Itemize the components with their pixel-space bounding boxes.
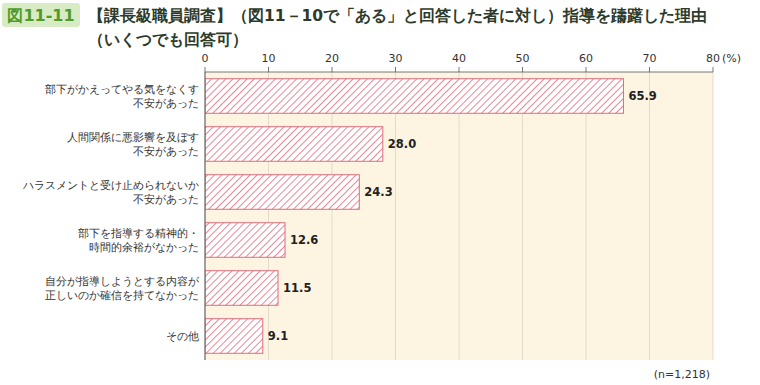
category-label: 部下がかえってやる気をなくす不安があった: [45, 83, 199, 110]
category-line: 人間関係に悪影響を及ぼす: [67, 131, 199, 144]
y-axis-line: [205, 72, 206, 360]
bar: [205, 79, 623, 114]
bars: [205, 79, 623, 354]
tick-label: 20: [325, 52, 339, 65]
note: (n=1,218): [654, 368, 710, 381]
category-label: ハラスメントと受け止められないか不安があった: [22, 179, 199, 206]
grid-line: [332, 72, 333, 360]
grid-line: [713, 72, 714, 360]
category-label: 部下を指導する精神的・時間的余裕がなかった: [78, 227, 199, 254]
figure-badge: [2, 3, 80, 27]
tick-label: 30: [389, 52, 403, 65]
chart-container: 図11-11 【課長級職員調査】（図11－10で「ある」と回答した者に対し）指導を…: [0, 0, 760, 385]
category-line: 正しいのか確信を持てなかった: [45, 289, 199, 302]
tick-label: 80: [706, 52, 720, 65]
bar: [205, 271, 278, 306]
category-line: 自分が指導しようとする内容が: [45, 275, 200, 288]
tick-label: 60: [579, 52, 593, 65]
tick-label: 10: [262, 52, 276, 65]
grid-line: [522, 72, 523, 360]
data-label: 11.5: [283, 281, 311, 295]
grid-line: [649, 72, 650, 360]
data-label: 9.1: [268, 329, 288, 343]
category-line: その他: [166, 330, 199, 343]
category-line: ハラスメントと受け止められないか: [22, 179, 199, 192]
x-axis-label: (%): [722, 52, 741, 65]
tick-mark: [713, 67, 714, 72]
bar: [205, 223, 285, 258]
category-line: 不安があった: [133, 97, 199, 110]
category-line: 部下がかえってやる気をなくす: [45, 83, 199, 96]
category-line: 不安があった: [133, 145, 199, 158]
tick-mark: [332, 67, 333, 72]
category-line: 部下を指導する精神的・: [78, 227, 199, 240]
category-line: 不安があった: [133, 193, 199, 206]
chart-svg: 図11-11 【課長級職員調査】（図11－10で「ある」と回答した者に対し）指導を…: [0, 0, 760, 385]
data-label: 65.9: [628, 89, 656, 103]
grid-line: [205, 72, 206, 360]
tick-mark: [459, 67, 460, 72]
grid-line: [395, 72, 396, 360]
category-label: 自分が指導しようとする内容が正しいのか確信を持てなかった: [45, 275, 200, 302]
category-label: 人間関係に悪影響を及ぼす不安があった: [67, 131, 199, 158]
figure-label: 図11-11: [7, 6, 74, 25]
data-label: 28.0: [388, 137, 416, 151]
title: 【課長級職員調査】（図11－10で「ある」と回答した者に対し）指導を躊躇した理由: [88, 6, 707, 25]
tick-label: 70: [643, 52, 657, 65]
tick-mark: [268, 67, 269, 72]
tick-mark: [522, 67, 523, 72]
grid-line: [586, 72, 587, 360]
plot-background: [205, 72, 713, 360]
bar: [205, 175, 359, 210]
data-label: 12.6: [290, 233, 318, 247]
tick-mark: [586, 67, 587, 72]
tick-label: 40: [452, 52, 466, 65]
tick-label: 0: [202, 52, 209, 65]
tick-mark: [649, 67, 650, 72]
category-line: 時間的余裕がなかった: [89, 241, 199, 254]
x-axis-line: [205, 72, 713, 73]
x-axis: 0 10 20 30 40 50 60 70 80: [202, 52, 721, 360]
subtitle: （いくつでも回答可）: [88, 31, 248, 49]
labels: 65.9部下がかえってやる気をなくす不安があった28.0人間関係に悪影響を及ぼす…: [22, 83, 657, 343]
grid-line: [459, 72, 460, 360]
tick-label: 50: [516, 52, 530, 65]
tick-mark: [205, 67, 206, 72]
data-label: 24.3: [364, 185, 392, 199]
category-label: その他: [166, 330, 199, 343]
bar: [205, 319, 263, 354]
bar: [205, 127, 383, 162]
tick-mark: [395, 67, 396, 72]
grid-line: [268, 72, 269, 360]
